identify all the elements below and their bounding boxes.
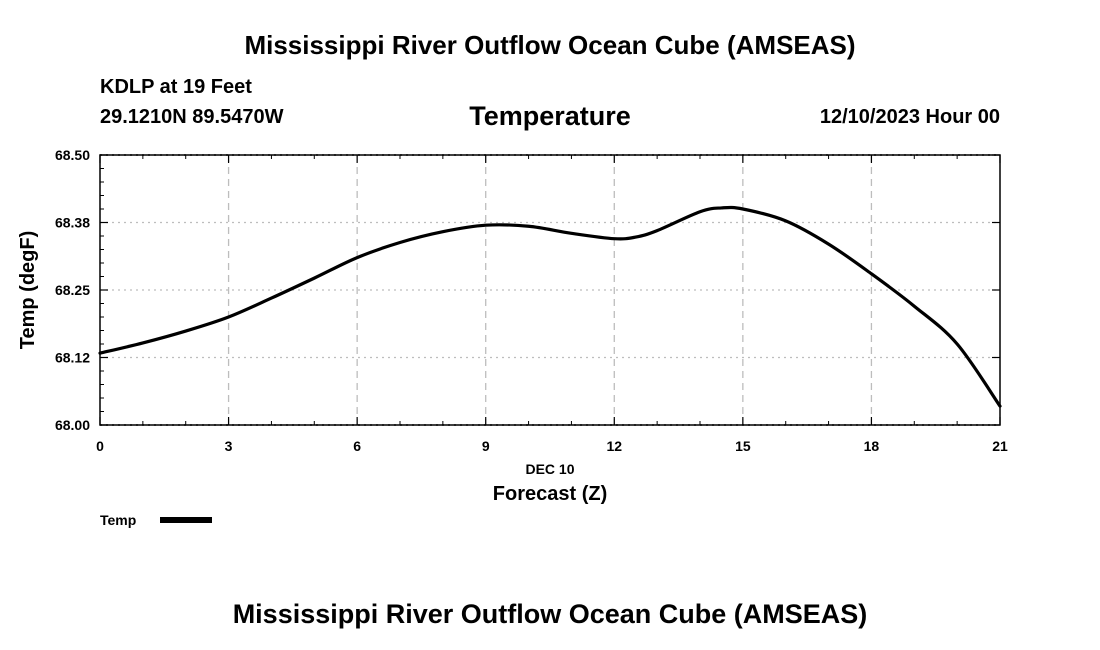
y-tick-label: 68.38 <box>55 215 90 231</box>
datetime-label: 12/10/2023 Hour 00 <box>819 106 1000 128</box>
footer-title: Mississippi River Outflow Ocean Cube (AM… <box>232 599 868 629</box>
chart-title: Temperature <box>469 101 631 131</box>
x-axis-title: Forecast (Z) <box>493 483 607 505</box>
y-tick-label: 68.12 <box>55 350 90 366</box>
x-tick-label: 12 <box>606 438 622 454</box>
station-label: KDLP at 19 Feet <box>100 76 252 98</box>
y-axis-title: Temp (degF) <box>17 231 39 350</box>
axis-ticks <box>99 154 1001 426</box>
y-tick-label: 68.50 <box>55 147 90 163</box>
x-tick-label: 6 <box>353 438 361 454</box>
legend-label: Temp <box>100 512 136 528</box>
coordinates-label: 29.1210N 89.5470W <box>100 106 284 128</box>
tick-labels: 0 3 6 9 12 15 18 21 68.00 68.12 68.25 68.38 68.50 <box>55 147 1008 454</box>
y-tick-label: 68.25 <box>55 282 90 298</box>
series-line-temp <box>98 205 1002 408</box>
x-tick-label: 18 <box>864 438 880 454</box>
x-tick-label: 15 <box>735 438 751 454</box>
grid-lines <box>100 154 1000 426</box>
y-tick-label: 68.00 <box>55 417 90 433</box>
x-tick-label: 9 <box>482 438 490 454</box>
x-tick-label: 0 <box>96 438 104 454</box>
page-title: Mississippi River Outflow Ocean Cube (AM… <box>244 30 856 60</box>
series-layer <box>98 205 1002 408</box>
x-tick-label: 3 <box>225 438 233 454</box>
x-axis-date-label: DEC 10 <box>525 461 574 477</box>
x-tick-label: 21 <box>992 438 1008 454</box>
